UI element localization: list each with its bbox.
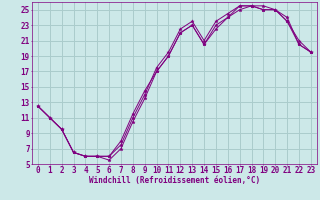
X-axis label: Windchill (Refroidissement éolien,°C): Windchill (Refroidissement éolien,°C) <box>89 176 260 185</box>
